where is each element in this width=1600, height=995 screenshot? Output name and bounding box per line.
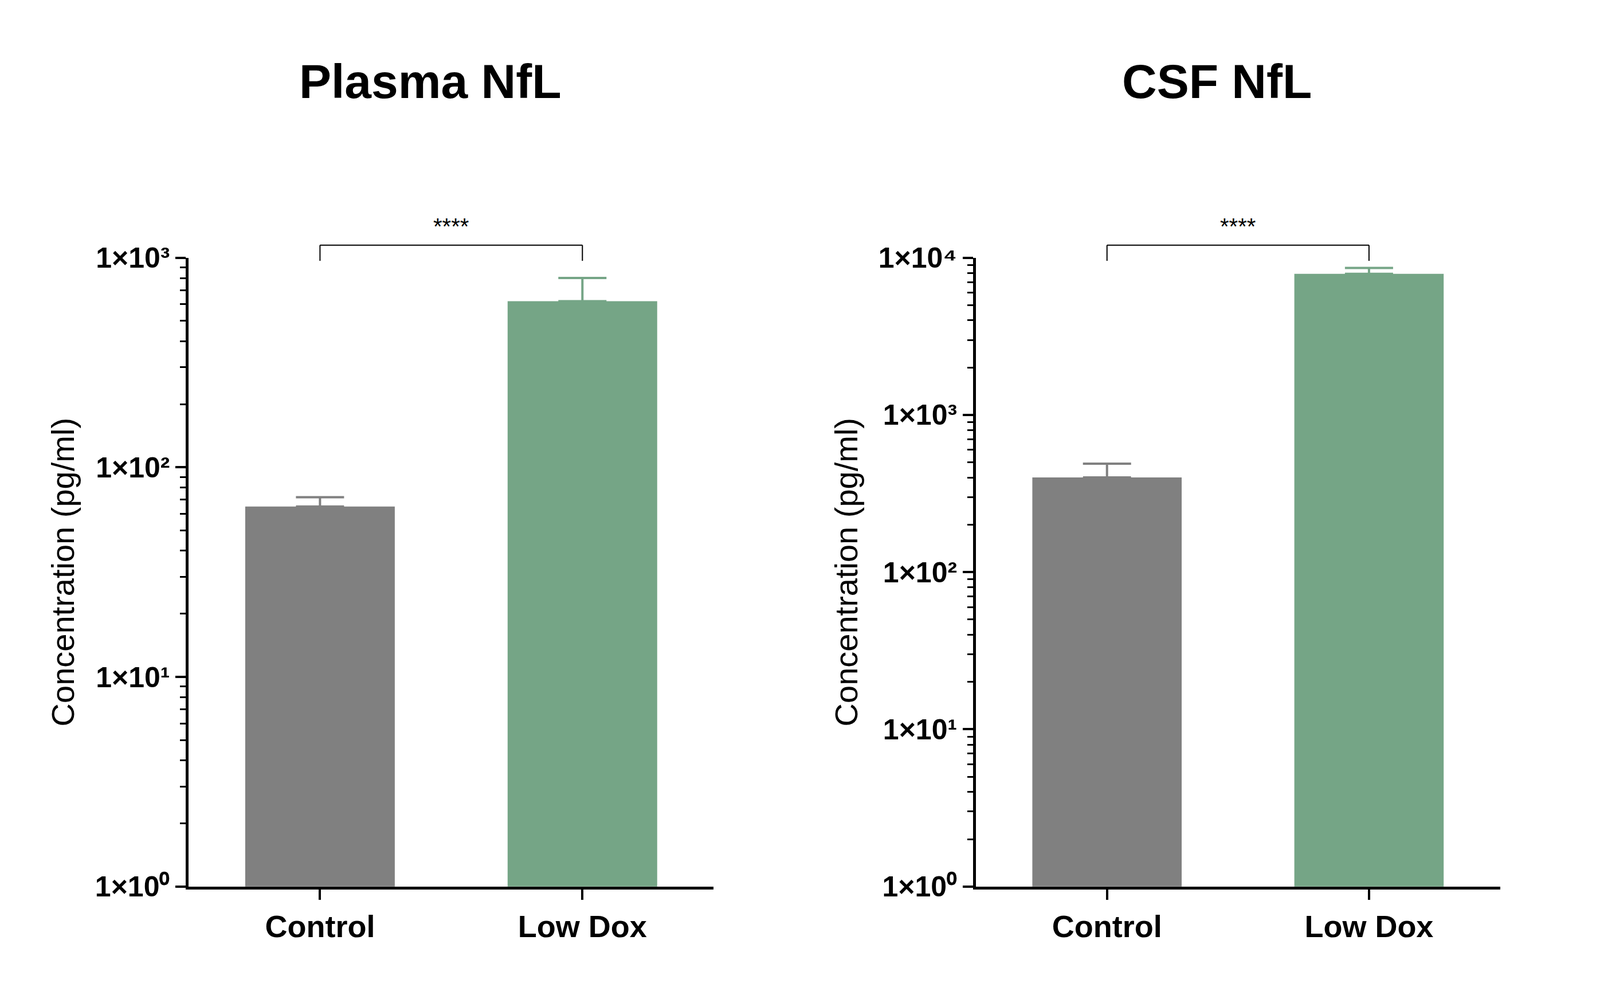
svg-text:Control: Control — [264, 908, 375, 944]
svg-text:1×10¹: 1×10¹ — [95, 661, 170, 694]
svg-text:****: **** — [1220, 213, 1256, 239]
svg-text:1×10¹: 1×10¹ — [883, 713, 958, 746]
svg-text:1×10³: 1×10³ — [883, 398, 958, 431]
svg-text:Plasma NfL: Plasma NfL — [299, 54, 562, 109]
svg-text:Low Dox: Low Dox — [518, 908, 647, 944]
svg-text:1×10²: 1×10² — [95, 451, 170, 484]
svg-text:****: **** — [433, 213, 469, 239]
svg-text:1×10³: 1×10³ — [95, 241, 170, 274]
svg-text:Control: Control — [1052, 908, 1163, 944]
svg-text:1×10⁰: 1×10⁰ — [881, 870, 958, 903]
svg-text:Concentration (pg/ml): Concentration (pg/ml) — [828, 417, 865, 727]
svg-text:Concentration (pg/ml): Concentration (pg/ml) — [44, 417, 81, 727]
svg-text:1×10²: 1×10² — [883, 556, 958, 589]
svg-text:Low Dox: Low Dox — [1304, 908, 1434, 944]
svg-text:1×10⁴: 1×10⁴ — [878, 241, 958, 274]
svg-text:1×10⁰: 1×10⁰ — [95, 870, 171, 903]
svg-text:CSF NfL: CSF NfL — [1122, 54, 1312, 109]
